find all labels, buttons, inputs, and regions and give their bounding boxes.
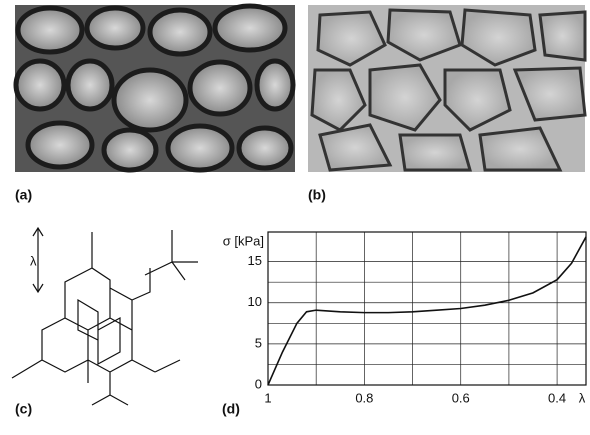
micrograph-b [308,5,585,172]
x-tick-label: 1 [264,390,271,405]
panel-label: (c) [15,401,32,417]
x-tick-label: 0.4 [548,390,566,405]
arrow-label: λ [30,253,37,268]
y-tick-label: 15 [248,253,262,268]
foam-diagram [12,228,198,405]
y-axis-label: σ [kPa] [223,233,264,248]
y-tick-label: 0 [255,376,262,391]
panel-label: (a) [15,187,32,203]
plot-frame [268,232,586,385]
figure: (a) (b) (c) (d) λ 0 5 10 15 1 0.8 0.6 0.4 σ [kPa… [0,0,590,430]
data-line [268,237,586,385]
micrograph-a [15,5,295,172]
y-tick-label: 10 [248,294,262,309]
x-tick-label: 0.6 [452,390,470,405]
y-tick-label: 5 [255,335,262,350]
panel-label: (b) [308,187,326,203]
x-axis-label: λ [579,390,586,405]
chart: 0 5 10 15 1 0.8 0.6 0.4 σ [kPa] λ [223,232,586,405]
panel-label: (d) [222,401,240,417]
x-tick-label: 0.8 [355,390,373,405]
page: {"panels": {"a": "(a)", "b": "(b)", "c":… [0,0,590,430]
